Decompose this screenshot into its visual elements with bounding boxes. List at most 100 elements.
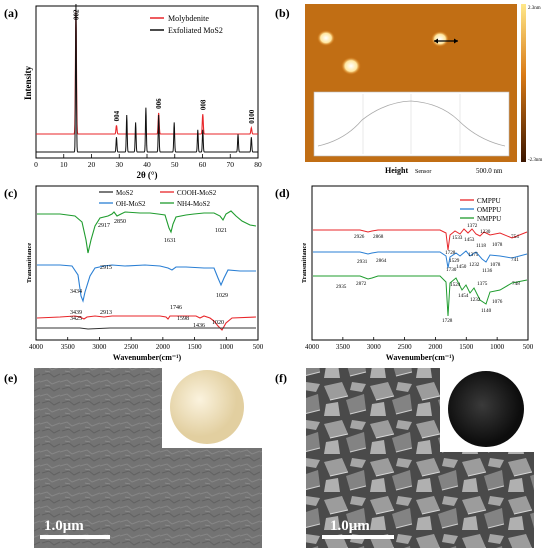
mos2-line xyxy=(37,327,256,330)
c-ann-2913: 2913 xyxy=(100,310,112,316)
legend-cmppu: CMPPU xyxy=(477,197,501,205)
legend-cooh-mos2: COOH-MoS2 xyxy=(177,189,217,197)
panel-d-x-ticks: 4000 3500 3000 2500 2000 1500 1000 500 xyxy=(305,337,534,351)
d-ann-1730: 1730 xyxy=(446,267,457,273)
panel-c-ylabel: Transmittance xyxy=(26,243,33,283)
nh4-mos2-line xyxy=(37,210,257,254)
d-ann-1728-n: 1728 xyxy=(442,318,453,324)
c-ann-1631: 1631 xyxy=(164,238,176,244)
ftir-xtick-label: 1500 xyxy=(188,343,203,351)
a-peak-label: 004 xyxy=(113,110,121,121)
panel-e-label: (e) xyxy=(4,371,17,385)
d-ann-1524: 1524 xyxy=(450,282,461,288)
afm-bar-right: 500.0 nm xyxy=(476,167,503,175)
d-ann-1529: 1529 xyxy=(449,258,460,264)
c-ann-1021: 1021 xyxy=(215,228,227,234)
d-ann-1533: 1533 xyxy=(452,235,463,241)
legend-omppu: OMPPU xyxy=(477,206,501,214)
c-ann-1020: 1020 xyxy=(212,320,224,326)
a-xtick-label: 80 xyxy=(254,160,262,169)
d-ann-1232-o: 1232 xyxy=(469,262,480,268)
panel-a-peak-labels: 002 004 006 008 0100 xyxy=(72,9,255,124)
panel-d-frame xyxy=(311,185,529,341)
c-ann-2915: 2915 xyxy=(100,265,112,271)
legend-mos2: MoS2 xyxy=(116,189,134,197)
ftir-xtick-label: 2500 xyxy=(398,343,413,351)
ftir-xtick-label: 1000 xyxy=(490,343,505,351)
panel-a-label: (a) xyxy=(4,6,18,20)
d-ann-1076: 1076 xyxy=(492,299,503,305)
d-ann-1078-o: 1078 xyxy=(490,262,501,268)
cmppu-line xyxy=(313,228,528,251)
panel-d: (d) 4000 3500 3000 2500 2000 1500 1000 500 Tran… xyxy=(275,185,534,362)
ftir-xtick-label: 500 xyxy=(253,343,264,351)
ftir-xtick-label: 2500 xyxy=(124,343,139,351)
panel-e: (e) 1.0μm xyxy=(4,368,262,548)
a-xtick-label: 30 xyxy=(116,160,124,169)
panel-d-annotations: 1372 1230 2926 2868 1533 1453 1118 1078 … xyxy=(336,223,520,324)
cooh-mos2-line xyxy=(36,315,257,331)
d-ann-2864: 2864 xyxy=(376,258,387,264)
afm-color-scale xyxy=(521,4,526,162)
panel-a-x-ticks: 0 10 20 30 40 50 60 70 80 xyxy=(34,154,262,169)
legend-molybdenite: Molybdenite xyxy=(168,14,209,23)
afm-flake-2 xyxy=(341,57,361,75)
scale-bar-e xyxy=(40,535,110,539)
d-ann-2931: 2931 xyxy=(357,259,368,265)
panel-a-ylabel: Intensity xyxy=(23,66,33,101)
ftir-xtick-label: 4000 xyxy=(29,343,44,351)
scale-label-f: 1.0μm xyxy=(330,518,370,534)
panel-b-label: (b) xyxy=(275,6,290,20)
ftir-xtick-label: 1500 xyxy=(459,343,474,351)
afm-measure-arrow-left xyxy=(434,38,438,44)
c-ann-1746: 1746 xyxy=(170,305,182,311)
panel-c-label: (c) xyxy=(4,186,17,200)
afm-bar-left: Height xyxy=(385,166,408,175)
panel-c-xlabel: Wavenumber(cm⁻¹) xyxy=(113,353,182,362)
d-ann-1140: 1140 xyxy=(481,308,492,314)
afm-flake-3 xyxy=(431,31,449,47)
foam-disc-e xyxy=(170,370,244,444)
c-ann-2917: 2917 xyxy=(98,223,110,229)
ftir-xtick-label: 3000 xyxy=(92,343,107,351)
d-ann-1450: 1450 xyxy=(456,264,467,270)
d-ann-748: 748 xyxy=(512,281,520,287)
a-peak-label: 002 xyxy=(72,9,80,20)
panel-d-ylabel: Transmittance xyxy=(301,243,308,283)
d-ann-1136: 1136 xyxy=(482,268,493,274)
d-ann-2868: 2868 xyxy=(373,234,384,240)
ftir-xtick-label: 4000 xyxy=(305,343,320,351)
panel-a: 0 10 20 30 40 50 60 70 80 002 004 006 008 0100 Molyb… xyxy=(4,3,262,180)
ftir-xtick-label: 1000 xyxy=(219,343,234,351)
a-peak-label: 0100 xyxy=(248,109,256,124)
d-ann-1118: 1118 xyxy=(476,243,486,249)
ftir-xtick-label: 2000 xyxy=(428,343,443,351)
d-ann-2926: 2926 xyxy=(354,234,365,240)
afm-bar-mid: Sensor xyxy=(415,169,431,175)
c-ann-1029: 1029 xyxy=(216,293,228,299)
panel-c: (c) 4000 3500 3000 2500 2000 1500 1000 500 Tran… xyxy=(4,185,264,362)
nmppu-line xyxy=(313,275,528,317)
legend-nh4-mos2: NH4-MoS2 xyxy=(177,200,211,208)
panel-c-x-ticks: 4000 3500 3000 2500 2000 1500 1000 500 xyxy=(29,337,264,351)
d-ann-741: 741 xyxy=(511,257,519,263)
d-ann-1375-o: 1375 xyxy=(468,252,479,258)
ftir-xtick-label: 500 xyxy=(523,343,534,351)
ftir-xtick-label: 2000 xyxy=(156,343,171,351)
afm-flake-1 xyxy=(317,30,335,46)
a-xtick-label: 60 xyxy=(199,160,207,169)
panel-f: (f) 1.0μm xyxy=(275,368,534,548)
ftir-xtick-label: 3500 xyxy=(61,343,76,351)
d-ann-1454: 1454 xyxy=(458,293,469,299)
panel-d-label: (d) xyxy=(275,186,290,200)
panel-b: (b) 2.3nm -2.3nm Height Sensor 500.0 nm xyxy=(275,4,542,175)
d-ann-2935: 2935 xyxy=(336,284,347,290)
afm-scale-top: 2.3nm xyxy=(528,6,541,11)
d-ann-2872: 2872 xyxy=(356,281,367,287)
d-ann-1375-n: 1375 xyxy=(477,281,488,287)
exfoliated-line xyxy=(36,3,258,153)
panel-f-label: (f) xyxy=(275,371,287,385)
c-ann-2850: 2850 xyxy=(114,219,126,225)
a-xtick-label: 0 xyxy=(34,160,38,169)
